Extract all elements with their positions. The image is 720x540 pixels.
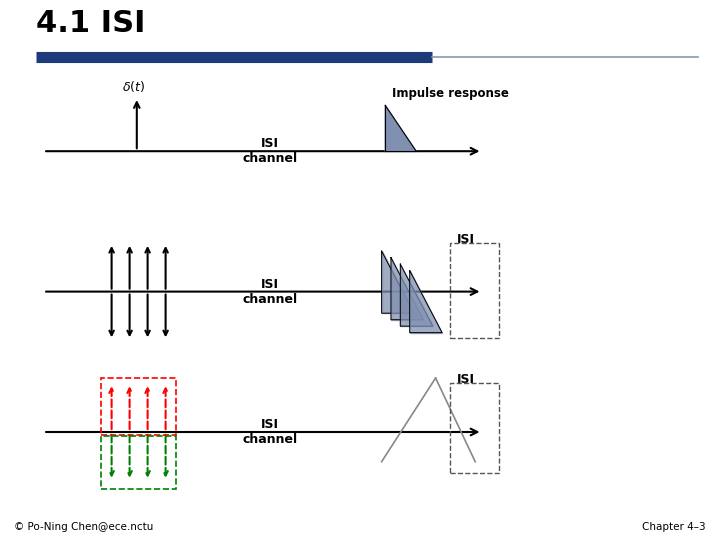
Polygon shape	[385, 105, 416, 151]
Polygon shape	[410, 271, 442, 333]
Text: Impulse response: Impulse response	[392, 87, 509, 100]
Bar	[101, 436, 176, 489]
Text: ISI
channel: ISI channel	[243, 278, 297, 306]
Polygon shape	[400, 264, 433, 326]
Text: Chapter 4–3: Chapter 4–3	[642, 522, 706, 532]
Bar	[450, 243, 499, 338]
Text: 4.1 ISI: 4.1 ISI	[36, 9, 145, 38]
Text: ISI: ISI	[457, 233, 475, 246]
Polygon shape	[391, 258, 423, 320]
Text: © Po-Ning Chen@ece.nctu: © Po-Ning Chen@ece.nctu	[14, 522, 154, 532]
Text: $\delta(t)$: $\delta(t)$	[122, 79, 145, 94]
Bar	[450, 383, 499, 472]
Polygon shape	[382, 251, 414, 313]
Text: ISI
channel: ISI channel	[243, 137, 297, 165]
Text: ISI: ISI	[457, 373, 475, 386]
Text: ISI
channel: ISI channel	[243, 418, 297, 446]
Bar	[101, 378, 176, 435]
